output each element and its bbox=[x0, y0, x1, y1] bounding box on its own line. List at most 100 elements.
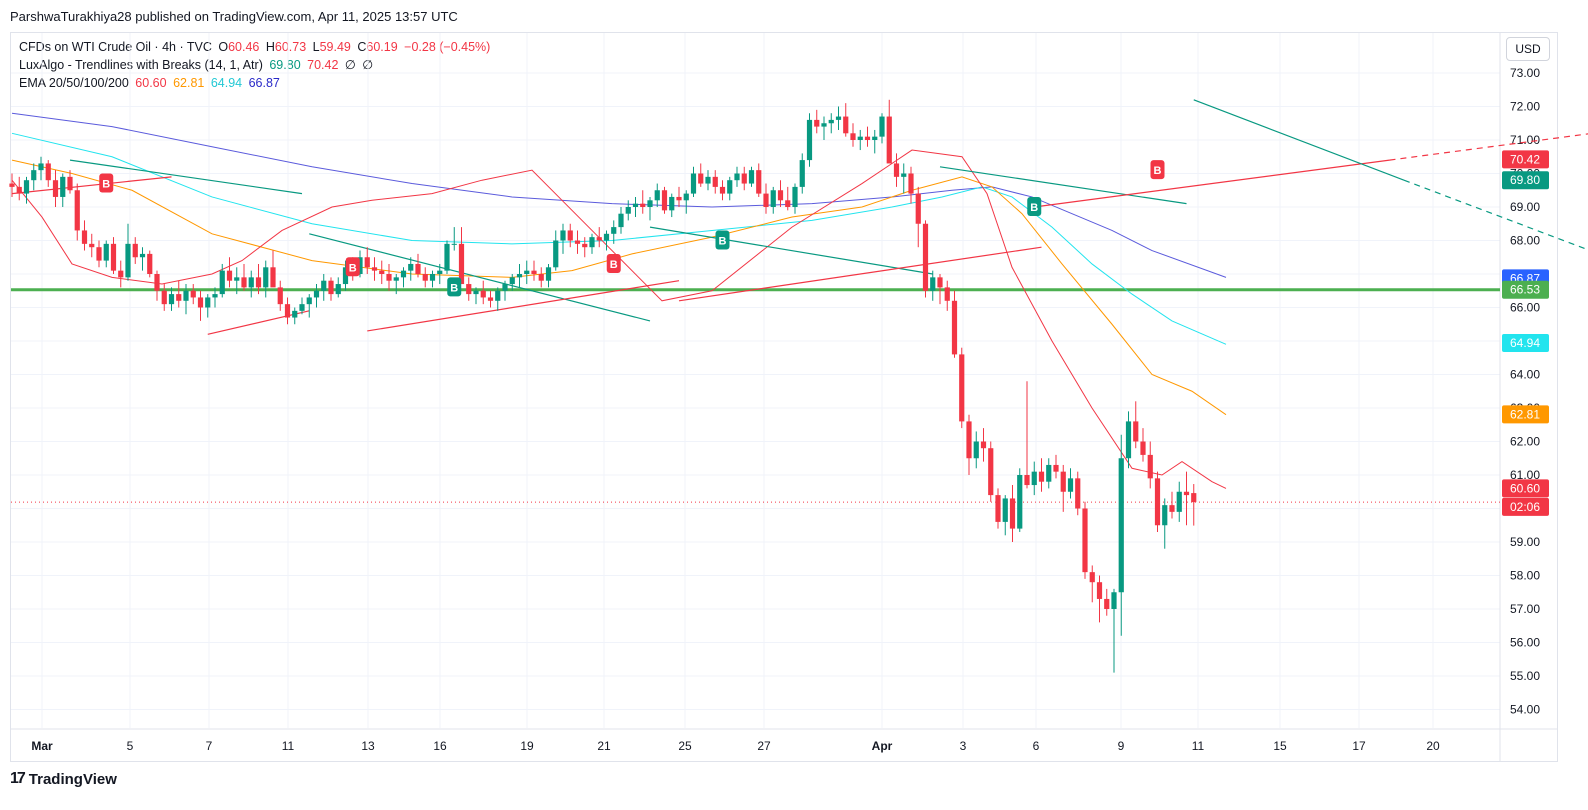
candle-body bbox=[38, 163, 44, 171]
x-tick-label: Apr bbox=[872, 739, 893, 753]
y-tick-label: 57.00 bbox=[1510, 602, 1540, 616]
candle-body bbox=[466, 284, 472, 295]
candle-body bbox=[400, 270, 407, 278]
currency-button[interactable]: USD bbox=[1506, 37, 1550, 61]
candle-body bbox=[872, 136, 878, 140]
legend: CFDs on WTI Crude Oil · 4h · TVC O60.46 … bbox=[19, 38, 493, 92]
x-tick-label: 21 bbox=[597, 739, 611, 753]
price-label-text: 70.42 bbox=[1510, 152, 1540, 166]
y-tick-label: 71.00 bbox=[1510, 133, 1540, 147]
candle-body bbox=[567, 230, 573, 241]
trendline bbox=[1193, 99, 1405, 181]
candle-body bbox=[328, 280, 334, 295]
price-label-box bbox=[1502, 497, 1549, 516]
candle-body bbox=[611, 227, 617, 234]
candle-body bbox=[1002, 498, 1008, 522]
candle-body bbox=[429, 274, 436, 281]
candle-body bbox=[719, 186, 726, 194]
candle-body bbox=[415, 263, 421, 274]
ema50-value: 62.81 bbox=[173, 76, 205, 90]
candle-body bbox=[835, 116, 842, 120]
trendline bbox=[11, 176, 172, 195]
candle-body bbox=[147, 253, 153, 274]
candle-body bbox=[944, 287, 950, 301]
y-tick-label: 62.00 bbox=[1510, 435, 1540, 449]
candle-body bbox=[45, 163, 51, 181]
candle-body bbox=[777, 190, 784, 201]
high-value: 60.73 bbox=[274, 40, 307, 54]
candle-body bbox=[792, 186, 798, 207]
candle-body bbox=[16, 186, 22, 194]
open-label: O bbox=[218, 40, 229, 54]
break-marker-label: B bbox=[102, 179, 110, 191]
legend-luxalgo-row[interactable]: LuxAlgo - Trendlines with Breaks (14, 1,… bbox=[19, 56, 493, 74]
candle-body bbox=[995, 495, 1001, 522]
candle-body bbox=[52, 180, 59, 197]
ema200-line bbox=[11, 112, 1227, 278]
candle-body bbox=[1096, 582, 1103, 599]
candle-body bbox=[234, 277, 240, 281]
candle-body bbox=[161, 290, 167, 305]
candle-body bbox=[850, 133, 856, 140]
break-marker-label: B bbox=[349, 262, 357, 274]
candle-body bbox=[9, 183, 15, 187]
legend-symbol-row[interactable]: CFDs on WTI Crude Oil · 4h · TVC O60.46 … bbox=[19, 38, 493, 56]
candle-body bbox=[821, 123, 827, 127]
candle-body bbox=[973, 441, 979, 459]
candle-body bbox=[690, 173, 697, 194]
candle-body bbox=[487, 297, 494, 301]
low-value: 59.49 bbox=[319, 40, 351, 54]
candle-body bbox=[1125, 421, 1132, 459]
price-label-text: 02:06 bbox=[1510, 500, 1540, 514]
close-label: C bbox=[357, 40, 367, 54]
ema20-line bbox=[11, 149, 1227, 489]
x-tick-label: 6 bbox=[1033, 739, 1040, 753]
candle-body bbox=[922, 223, 929, 291]
brand[interactable]: 17 TradingView bbox=[10, 770, 117, 788]
candle-body bbox=[560, 230, 566, 241]
x-tick-label: 5 bbox=[127, 739, 134, 753]
candle-body bbox=[292, 310, 298, 318]
candle-body bbox=[386, 274, 392, 281]
candle-body bbox=[103, 243, 109, 261]
price-label-text: 62.81 bbox=[1510, 407, 1540, 421]
candle-body bbox=[154, 274, 160, 291]
break-marker bbox=[715, 230, 730, 250]
candle-body bbox=[1046, 464, 1052, 482]
candle-body bbox=[408, 263, 414, 271]
y-tick-label: 73.00 bbox=[1510, 66, 1540, 80]
candle-body bbox=[1017, 475, 1023, 529]
candle-body bbox=[502, 284, 508, 291]
candle-body bbox=[770, 190, 776, 207]
y-tick-label: 55.00 bbox=[1510, 669, 1540, 683]
price-label-text: 64.94 bbox=[1510, 336, 1540, 350]
candle-body bbox=[625, 207, 631, 214]
candle-body bbox=[1111, 592, 1117, 609]
ema20-value: 60.60 bbox=[135, 76, 167, 90]
candle-body bbox=[574, 240, 581, 244]
candle-body bbox=[1191, 493, 1197, 503]
candle-body bbox=[582, 243, 588, 248]
y-tick-label: 69.00 bbox=[1510, 200, 1540, 214]
candle-body bbox=[393, 277, 399, 281]
legend-ema-row[interactable]: EMA 20/50/100/200 60.60 62.81 64.94 66.8… bbox=[19, 74, 493, 92]
ema200-value: 66.87 bbox=[248, 76, 280, 90]
price-label-box bbox=[1502, 334, 1549, 353]
break-marker-label: B bbox=[610, 259, 618, 271]
candle-body bbox=[379, 270, 385, 274]
candle-body bbox=[1154, 478, 1161, 526]
candle-body bbox=[959, 354, 965, 422]
close-value: 60.19 bbox=[366, 40, 398, 54]
luxalgo-value-3: ∅ bbox=[344, 58, 356, 72]
candle-body bbox=[988, 448, 994, 496]
candle-body bbox=[814, 119, 820, 127]
y-tick-label: 56.00 bbox=[1510, 636, 1540, 650]
candle-body bbox=[1009, 498, 1016, 529]
candle-body bbox=[879, 116, 885, 137]
candle-body bbox=[444, 243, 450, 271]
candle-body bbox=[67, 176, 73, 191]
price-label-box bbox=[1502, 280, 1549, 299]
candle-body bbox=[538, 274, 544, 281]
candle-body bbox=[357, 257, 363, 274]
